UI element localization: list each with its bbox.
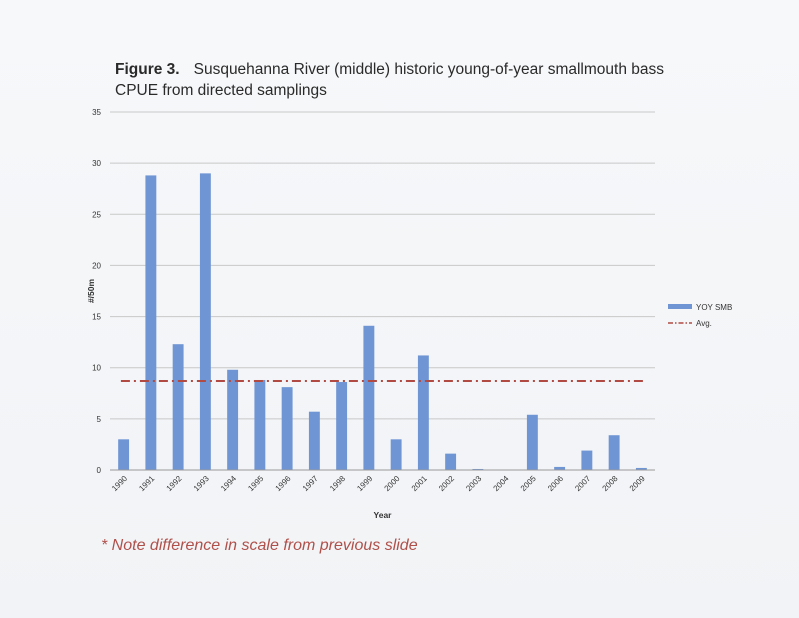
bar-1990 [118, 439, 130, 470]
bar-1998 [336, 382, 348, 470]
x-tick-label: 1995 [246, 474, 265, 493]
bar-2003 [472, 468, 484, 470]
x-tick-label: 2006 [546, 474, 565, 493]
bar-1997 [308, 411, 320, 470]
bar-2007 [581, 450, 593, 470]
y-tick-label: 30 [92, 159, 101, 168]
x-tick-label: 2003 [464, 474, 483, 493]
x-tick-label: 2001 [410, 474, 429, 493]
x-tick-label: 2009 [628, 474, 647, 493]
scale-note: * Note difference in scale from previous… [101, 537, 418, 554]
x-tick-label: 1997 [301, 474, 320, 493]
bars [118, 173, 647, 470]
x-tick-label: 2002 [437, 474, 456, 493]
bar-2005 [526, 414, 538, 470]
x-tick-label: 2005 [519, 474, 538, 493]
y-tick-label: 0 [97, 466, 102, 475]
x-axis-ticks: 1990 1991 1992 1993 1994 1995 1996 1997 1998 1999… [110, 474, 647, 493]
legend-swatch-yoy-smb [668, 304, 692, 309]
y-axis-title: #/50m [86, 279, 96, 304]
x-tick-label: 1998 [328, 474, 347, 493]
bar-1999 [363, 325, 375, 470]
legend: YOY SMB Avg. [668, 303, 732, 328]
bar-1996 [281, 387, 293, 470]
bar-1994 [227, 369, 239, 470]
figure-caption: Figure 3. Susquehanna River (middle) hist… [115, 59, 675, 101]
bar-2009 [635, 467, 647, 470]
x-axis-title: Year [374, 510, 393, 520]
x-tick-label: 2004 [492, 474, 511, 493]
bar-1995 [254, 379, 266, 470]
x-tick-label: 1994 [219, 474, 238, 493]
x-tick-label: 1991 [137, 474, 156, 493]
y-tick-label: 35 [92, 108, 101, 117]
x-tick-label: 1990 [110, 474, 129, 493]
y-tick-label: 5 [97, 415, 102, 424]
x-tick-label: 1993 [192, 474, 211, 493]
y-tick-label: 25 [92, 210, 101, 219]
x-tick-label: 2008 [601, 474, 620, 493]
x-tick-label: 1999 [355, 474, 374, 493]
bar-2000 [390, 439, 402, 470]
y-tick-label: 20 [92, 261, 101, 270]
x-tick-label: 2007 [573, 474, 592, 493]
figure-label: Figure 3. [115, 61, 180, 78]
y-axis-ticks: 0 5 10 15 20 25 30 35 [92, 108, 101, 475]
y-tick-label: 10 [92, 364, 101, 373]
bar-1993 [199, 173, 211, 470]
legend-label-yoy-smb: YOY SMB [696, 303, 732, 312]
gridlines [110, 111, 655, 420]
x-tick-label: 1996 [274, 474, 293, 493]
x-tick-label: 1992 [165, 474, 184, 493]
legend-label-avg: Avg. [696, 319, 712, 328]
figure-caption-text: Susquehanna River (middle) historic youn… [115, 61, 664, 99]
bar-2001 [417, 355, 429, 470]
bar-2002 [445, 453, 457, 470]
bar-1992 [172, 344, 184, 470]
y-tick-label: 15 [92, 313, 101, 322]
bar-1991 [145, 175, 157, 470]
x-tick-label: 2000 [383, 474, 402, 493]
bar-2006 [554, 466, 566, 470]
bar-2008 [608, 435, 620, 470]
